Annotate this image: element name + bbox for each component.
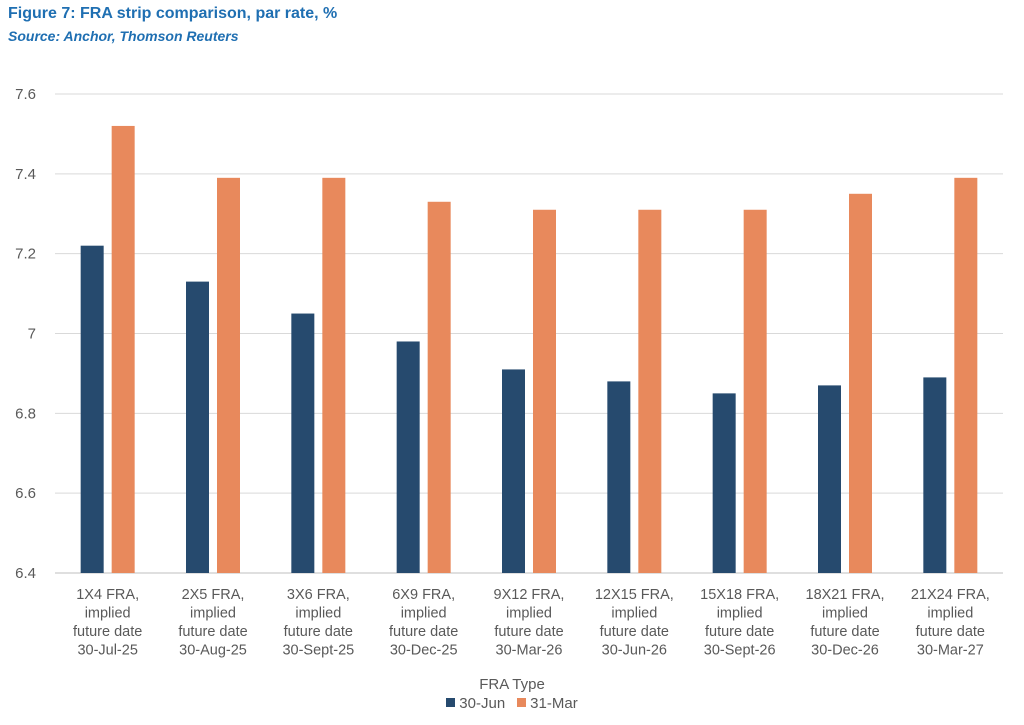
- bar-chart: 7.6 7.4 7.2 7 6.8 6.6 6.4 1X4 FRA, implied futur…: [15, 86, 1003, 659]
- x-category-label: 12X15 FRA, implied future date 30-Jun-26: [595, 587, 674, 659]
- gridlines: [55, 93, 1003, 574]
- bar-series-1: [818, 385, 841, 573]
- legend-items: 30-Jun 31-Mar: [0, 695, 1024, 712]
- bar-series-1: [80, 245, 104, 573]
- bar-series-2: [533, 209, 556, 573]
- bar-series-2: [743, 209, 767, 573]
- legend-item: 30-Jun: [446, 695, 505, 712]
- legend-swatch: [446, 698, 456, 707]
- x-category-label: 6X9 FRA, implied future date 30-Dec-25: [389, 587, 458, 659]
- x-category-label: 15X18 FRA, implied future date 30-Sept-26: [700, 587, 779, 659]
- x-category-label: 18X21 FRA, implied future date 30-Dec-26: [806, 587, 885, 659]
- y-tick-label: 7.6: [15, 86, 36, 103]
- x-axis-label: FRA Type: [479, 676, 545, 693]
- bars: [80, 125, 978, 573]
- bar-series-1: [712, 393, 736, 573]
- bar-series-1: [186, 281, 209, 573]
- y-tick-label: 7: [28, 326, 36, 343]
- legend-swatch: [517, 698, 527, 707]
- bar-series-2: [217, 177, 240, 573]
- chart-subtitle: Source: Anchor, Thomson Reuters: [8, 28, 239, 44]
- bar-series-2: [638, 209, 662, 573]
- x-category-label: 21X24 FRA, implied future date 30-Mar-27: [911, 587, 990, 659]
- bar-series-1: [923, 377, 947, 573]
- y-tick-label: 6.6: [15, 485, 36, 502]
- y-tick-label: 7.4: [15, 166, 36, 183]
- bar-series-1: [502, 369, 525, 573]
- y-tick-label: 7.2: [15, 246, 36, 263]
- bar-series-2: [111, 125, 135, 573]
- chart-title: Figure 7: FRA strip comparison, par rate…: [8, 5, 338, 22]
- legend-item: 31-Mar: [517, 695, 578, 712]
- x-category-label: 3X6 FRA, implied future date 30-Sept-25: [282, 587, 354, 659]
- x-category-label: 2X5 FRA, implied future date 30-Aug-25: [178, 587, 247, 659]
- legend-label: 31-Mar: [530, 695, 578, 712]
- y-tick-label: 6.8: [15, 405, 36, 422]
- x-category-label: 1X4 FRA, implied future date 30-Jul-25: [73, 587, 142, 659]
- bar-series-1: [607, 381, 631, 573]
- legend: FRA Type 30-Jun 31-Mar: [0, 676, 1024, 712]
- x-category-label: 9X12 FRA, implied future date 30-Mar-26: [494, 587, 565, 659]
- bar-series-2: [849, 193, 872, 573]
- y-axis-ticks: 7.6 7.4 7.2 7 6.8 6.6 6.4: [15, 86, 36, 582]
- bar-series-1: [291, 313, 315, 573]
- x-axis-categories: 1X4 FRA, implied future date 30-Jul-25 2X5 F…: [73, 587, 990, 659]
- bar-series-2: [322, 177, 346, 573]
- bar-series-2: [954, 177, 978, 573]
- legend-label: 30-Jun: [459, 695, 506, 712]
- y-tick-label: 6.4: [15, 565, 36, 582]
- bar-series-2: [427, 201, 451, 573]
- bar-series-1: [396, 341, 420, 573]
